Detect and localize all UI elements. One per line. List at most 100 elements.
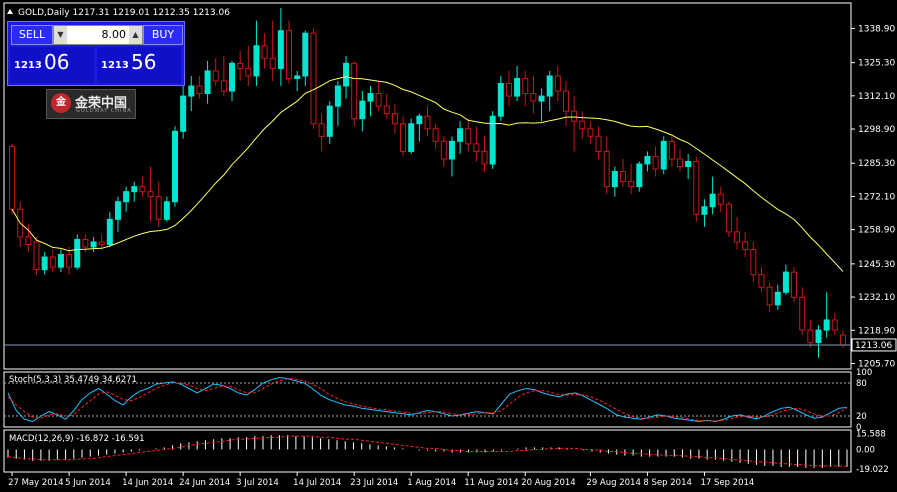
candle-body [514, 77, 521, 97]
candle-body [758, 274, 765, 288]
candle-body [310, 32, 317, 125]
candle-body [155, 196, 162, 220]
candle-body [57, 254, 64, 268]
candle-body [9, 145, 16, 210]
sell-quote[interactable]: 1213 06 [10, 47, 94, 83]
candle-body [750, 249, 757, 276]
candle-body [302, 32, 309, 77]
candle-body [701, 206, 708, 215]
candle-body [351, 62, 358, 120]
candle-body [269, 57, 276, 69]
time-tick-label: 14 Jun 2014 [122, 478, 173, 488]
stoch-tick-label: 100 [856, 368, 872, 378]
candle-body [636, 163, 643, 188]
candle-body [791, 271, 798, 298]
candle-body [375, 93, 382, 107]
candle-body [294, 75, 301, 79]
price-axis: 1338.90 1325.30 1312.10 1298.90 1285.30 1272.… [4, 24, 897, 369]
broker-logo: 金 金荣中国 GOLDWAY CHINA [46, 89, 136, 119]
lot-decrease-icon[interactable]: ▼ [54, 26, 67, 44]
candle-body [41, 256, 48, 271]
candle-body [677, 158, 684, 168]
candle-body [530, 93, 537, 102]
macd-title: MACD(12,26,9) -16.872 -16.591 [9, 434, 145, 444]
buy-price-suffix: 56 [131, 50, 157, 74]
candle-body [839, 334, 846, 346]
price-tick-label: 1272.10 [858, 192, 895, 202]
candle-body [261, 45, 268, 59]
candle-body [489, 115, 496, 165]
broker-logo-text: 金荣中国 [75, 96, 128, 111]
price-tick-label: 1245.30 [858, 260, 895, 270]
one-click-trading-panel: SELL ▼ 8.00 ▲ BUY 1213 06 1213 56 [7, 21, 185, 86]
time-tick-label: 8 Sep 2014 [643, 478, 691, 488]
macd-panel: MACD(12,26,9) -16.872 -16.591 15.588 0.00 -… [7, 429, 889, 475]
lot-size-input[interactable]: ▼ 8.00 ▲ [53, 25, 143, 45]
price-tick-label: 1258.90 [858, 226, 895, 236]
buy-button[interactable]: BUY [143, 25, 183, 45]
candle-body [432, 128, 439, 142]
ma-line [11, 76, 844, 272]
candle-body [440, 140, 447, 160]
current-price-box [851, 338, 897, 352]
candle-body [391, 113, 398, 125]
candle-body [318, 123, 325, 137]
candle-body [554, 75, 561, 92]
candle-body [408, 123, 415, 152]
candle-body [766, 286, 773, 306]
price-tick-label: 1325.30 [858, 59, 895, 69]
collapse-triangle-icon[interactable] [7, 9, 13, 14]
candle-body [465, 128, 472, 145]
candle-body [416, 115, 423, 125]
moving-average [11, 76, 844, 272]
symbol-header: GOLD,Daily 1217.31 1219.01 1212.35 1213.… [18, 8, 230, 18]
candle-body [383, 105, 390, 115]
candle-body [82, 238, 89, 248]
candle-body [131, 186, 138, 193]
candle-body [571, 110, 578, 122]
buy-price-prefix: 1213 [101, 60, 129, 71]
candle-body [652, 155, 659, 170]
stoch-title: Stoch(5,3,3) 35.4749 34.6271 [9, 375, 137, 385]
candle-body [49, 256, 56, 268]
panel-frame [3, 2, 852, 370]
broker-logo-subtext: GOLDWAY CHINA [76, 108, 132, 114]
candle-body [326, 105, 333, 137]
candle-body [799, 296, 806, 331]
candle-body [212, 70, 219, 82]
candle-body [619, 171, 626, 183]
candle-body [823, 319, 830, 331]
candle-body [628, 181, 635, 188]
time-tick-label: 24 Jun 2014 [179, 478, 230, 488]
candle-body [774, 291, 781, 306]
candle-body [734, 231, 741, 243]
candle-body [685, 160, 692, 168]
lot-increase-icon[interactable]: ▲ [129, 26, 142, 44]
price-tick-label: 1285.30 [858, 159, 895, 169]
time-tick-label: 5 Jun 2014 [65, 478, 111, 488]
candle-body [237, 62, 244, 69]
chart-frames [3, 2, 852, 473]
candle-body [693, 160, 700, 215]
buy-quote[interactable]: 1213 56 [97, 47, 181, 83]
candle-body [603, 150, 610, 188]
sell-button[interactable]: SELL [11, 25, 53, 45]
sell-price-suffix: 06 [44, 50, 70, 74]
candle-body [660, 140, 667, 170]
panel-frame [3, 371, 852, 428]
time-tick-label: 20 Aug 2014 [521, 478, 575, 488]
candle-body [106, 218, 113, 245]
lot-size-value: 8.00 [101, 28, 127, 41]
candle-body [74, 238, 81, 268]
candle-body [717, 193, 724, 205]
candle-body [457, 128, 464, 142]
candle-body [180, 95, 187, 132]
candle-body [497, 82, 504, 117]
candle-body [188, 85, 195, 97]
candle-body [546, 75, 553, 97]
stoch-tick-label: 20 [856, 412, 867, 422]
candle-body [473, 143, 480, 152]
price-tick-label: 1205.70 [858, 359, 895, 369]
candle-body [595, 135, 602, 152]
